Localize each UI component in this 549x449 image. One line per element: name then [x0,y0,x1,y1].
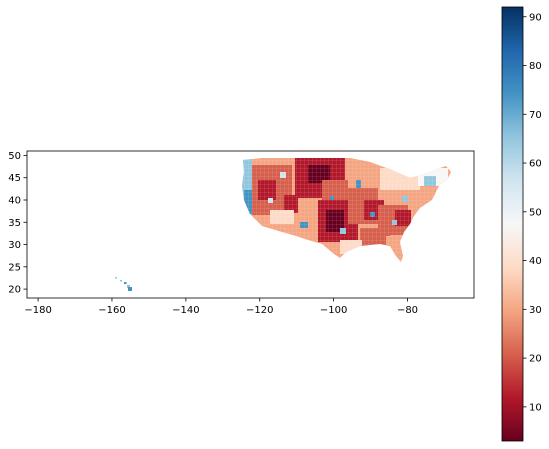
y-tick-label: 40 [8,196,21,207]
y-tick-label: 45 [8,173,21,184]
hawaii-islands [115,277,132,291]
x-axis: −180 −160 −140 −120 −100 −80 [24,298,418,316]
x-tick-label: −160 [98,305,125,316]
y-tick-label: 20 [8,285,21,296]
x-tick-label: −120 [246,305,273,316]
colorbar-tick-label: 70 [529,110,542,121]
y-tick-label: 30 [8,240,21,251]
y-tick-label: 50 [8,151,21,162]
colorbar-tick-label: 40 [529,256,542,267]
y-axis: 20 25 30 35 40 45 50 [8,151,27,296]
x-tick-label: −100 [320,305,347,316]
colorbar-tick-label: 50 [529,207,542,218]
y-tick-label: 25 [8,262,21,273]
x-tick-label: −80 [397,305,418,316]
colorbar-axis: 10 20 30 40 50 60 70 80 90 [523,12,542,413]
x-tick-label: −140 [172,305,199,316]
colorbar-tick-label: 20 [529,354,542,365]
colorbar [501,6,524,442]
colorbar-tick-label: 90 [529,12,542,23]
colorbar-tick-label: 80 [529,61,542,72]
y-tick-label: 35 [8,218,21,229]
colorbar-tick-label: 10 [529,402,542,413]
x-tick-label: −180 [24,305,51,316]
colorbar-tick-label: 30 [529,305,542,316]
colorbar-tick-label: 60 [529,159,542,170]
